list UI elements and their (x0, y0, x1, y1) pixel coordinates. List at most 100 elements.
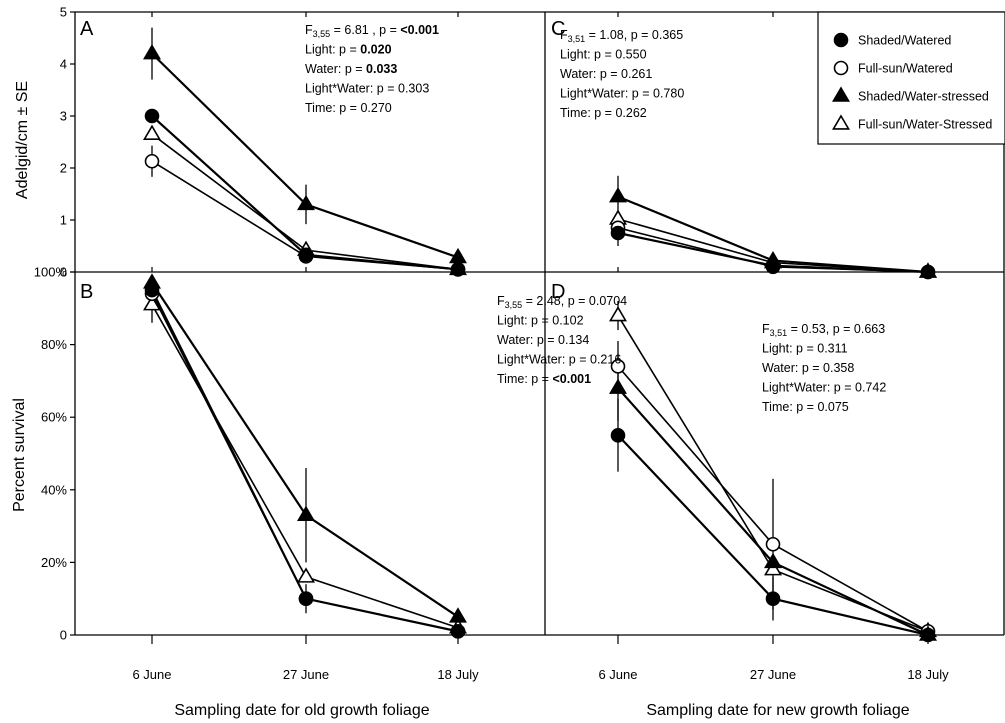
x-tick-label: 18 July (907, 667, 949, 682)
stat-segment: Time: p = 0.075 (762, 400, 849, 414)
stat-line: Light: p = 0.102 (497, 314, 584, 328)
x-axis-title-old: Sampling date for old growth foliage (174, 702, 429, 719)
panel-letter: D (551, 281, 565, 303)
open-circle-marker (144, 153, 160, 169)
stat-segment: F (560, 28, 568, 42)
filled-triangle-marker (609, 187, 627, 203)
filled-circle-marker (610, 428, 626, 443)
stat-segment: = 1.08, p = 0.365 (585, 28, 683, 42)
stat-segment: Light*Water: p = 0.780 (560, 87, 684, 101)
stat-segment: Water: p = (305, 62, 366, 76)
open-triangle-marker (609, 305, 627, 322)
filled-triangle-marker (297, 505, 315, 521)
stat-line: Light*Water: p = 0.303 (305, 82, 429, 96)
axis-labels: Sampling date for old growth foliage Samp… (11, 81, 910, 719)
filled-circle-marker (298, 247, 314, 263)
filled-circle-marker (765, 591, 781, 607)
x-tick-label: 18 July (437, 667, 479, 682)
y-axis-title-adelgid: Adelgid/cm ± SE (14, 81, 31, 199)
stat-segment: Light: p = 0.102 (497, 314, 584, 328)
legend-label: Shaded/Watered (858, 34, 951, 48)
stat-line: Time: p = 0.075 (762, 400, 849, 414)
filled-triangle-marker (919, 625, 937, 641)
y-tick-label: 20% (41, 555, 67, 570)
y-tick-label: 5 (60, 5, 67, 20)
filled-triangle-marker (764, 250, 782, 267)
series-line-sws (151, 282, 459, 618)
x-tick-label: 6 June (598, 667, 637, 682)
stat-line: F3,51 = 1.08, p = 0.365 (560, 28, 683, 44)
stat-segment: Light: p = (305, 43, 360, 57)
stat-segment: <0.001 (552, 372, 591, 386)
stat-line: Light*Water: p = 0.742 (762, 381, 886, 395)
stat-segment: Time: p = (497, 372, 552, 386)
y-tick-label: 1 (60, 213, 67, 228)
stat-line: Time: p = 0.270 (305, 101, 392, 115)
stat-segment: Light: p = 0.311 (762, 342, 848, 356)
y-axis-title-survival: Percent survival (11, 398, 28, 512)
open-triangle-marker (143, 124, 161, 140)
stat-line: Time: p = <0.001 (497, 372, 591, 386)
y-tick-label: 2 (60, 161, 67, 176)
stat-segment: = 6.81 , p = (330, 23, 400, 37)
filled-triangle-marker (449, 607, 467, 623)
legend: Shaded/Watered Full-sun/Watered Shaded/Wat… (817, 11, 1005, 145)
legend-label: Full-sun/Watered (858, 62, 953, 76)
stat-line: F3,55 = 2.48, p = 0.0704 (497, 294, 627, 310)
stat-segment: 3,55 (505, 300, 523, 310)
filled-circle-marker (833, 32, 849, 48)
filled-circle-marker (610, 225, 626, 241)
stat-line: Water: p = 0.358 (762, 361, 854, 375)
y-tick-label: 3 (60, 109, 67, 124)
stat-segment: Light: p = 0.550 (560, 48, 647, 62)
stat-segment: = 2.48, p = 0.0704 (522, 294, 627, 308)
stat-line: Time: p = 0.262 (560, 106, 647, 120)
filled-triangle-marker (919, 262, 937, 278)
stat-line: Light: p = 0.311 (762, 342, 848, 356)
stat-segment: Light*Water: p = 0.216 (497, 353, 621, 367)
y-tick-label: 40% (41, 482, 67, 497)
stat-line: Water: p = 0.033 (305, 62, 397, 76)
legend-label: Shaded/Water-stressed (858, 90, 989, 104)
filled-triangle-marker (832, 86, 850, 102)
stat-line: Water: p = 0.261 (560, 67, 652, 81)
open-triangle-marker (143, 295, 161, 311)
y-tick-label: 0 (60, 628, 67, 643)
stat-segment: F (497, 294, 505, 308)
y-tick-label: 4 (60, 57, 67, 72)
stat-segment: 3,55 (313, 29, 331, 39)
filled-circle-marker (450, 624, 466, 639)
panel-letter: A (80, 18, 94, 40)
filled-triangle-marker (143, 44, 161, 60)
stat-segment: Light*Water: p = 0.742 (762, 381, 886, 395)
x-axis-title-new: Sampling date for new growth foliage (646, 702, 909, 719)
stat-segment: Light*Water: p = 0.303 (305, 82, 429, 96)
legend-box (817, 11, 1005, 145)
open-triangle-marker (832, 114, 850, 130)
stat-segment: 0.033 (366, 62, 397, 76)
open-circle-marker (765, 536, 781, 552)
filled-circle-marker (144, 108, 160, 124)
stat-segment: F (762, 322, 770, 336)
panel-letter: B (80, 281, 93, 303)
stat-line: Water: p = 0.134 (497, 333, 589, 347)
y-tick-label: 0 (60, 265, 67, 280)
open-triangle-marker (297, 567, 315, 583)
open-circle-marker (833, 60, 849, 76)
stat-segment: Water: p = 0.261 (560, 67, 652, 81)
stat-line: F3,51 = 0.53, p = 0.663 (762, 322, 885, 338)
data-series (143, 27, 937, 643)
y-tick-label: 100% (34, 265, 68, 280)
x-tick-label: 6 June (132, 667, 171, 682)
stat-line: Light*Water: p = 0.216 (497, 353, 621, 367)
stat-line: Light: p = 0.550 (560, 48, 647, 62)
stat-segment: <0.001 (400, 23, 439, 37)
y-tick-label: 80% (41, 337, 67, 352)
stat-line: Light*Water: p = 0.780 (560, 87, 684, 101)
stat-segment: = 0.53, p = 0.663 (787, 322, 885, 336)
filled-triangle-marker (764, 552, 782, 569)
stat-segment: 0.020 (360, 43, 391, 57)
stat-segment: Time: p = 0.262 (560, 106, 647, 120)
